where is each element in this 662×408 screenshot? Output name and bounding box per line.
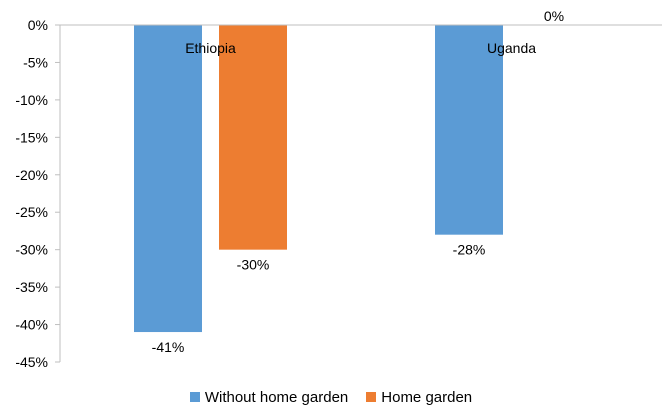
y-tick-label: -25% [15, 204, 48, 220]
data-label-home-garden-ethiopia: -30% [237, 257, 270, 273]
y-tick-label: -15% [15, 129, 48, 145]
legend-label-home-garden: Home garden [381, 388, 473, 406]
chart-legend: Without home garden Home garden [0, 386, 662, 408]
bar-without-home-garden-uganda [435, 25, 503, 235]
legend-swatch-without-home-garden [189, 392, 200, 402]
bar-home-garden-ethiopia [219, 25, 287, 250]
legend-label-without-home-garden: Without home garden [204, 388, 349, 406]
legend-item-without-home-garden: Without home garden [189, 388, 349, 406]
bar-without-home-garden-ethiopia [134, 25, 202, 333]
data-label-without-home-garden-ethiopia: -41% [152, 339, 185, 355]
y-tick-label: -45% [15, 354, 48, 370]
data-label-home-garden-uganda: 0% [544, 8, 564, 24]
y-tick-label: -35% [15, 279, 48, 295]
y-tick-label: -20% [15, 167, 48, 183]
y-tick-label: -10% [15, 92, 48, 108]
data-label-without-home-garden-uganda: -28% [453, 242, 486, 258]
y-tick-label: -40% [15, 317, 48, 333]
category-label-uganda: Uganda [487, 40, 536, 56]
legend-swatch-home-garden [366, 392, 377, 402]
y-tick-label: -30% [15, 242, 48, 258]
category-label-ethiopia: Ethiopia [185, 40, 236, 56]
y-tick-label: 0% [28, 17, 48, 33]
legend-item-home-garden: Home garden [366, 389, 472, 406]
y-tick-label: -5% [23, 54, 48, 70]
